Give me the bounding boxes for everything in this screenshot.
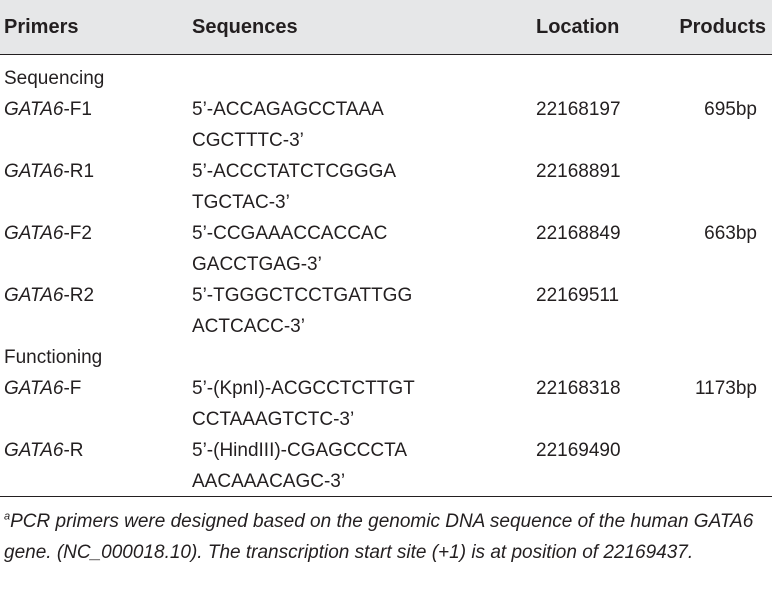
primer-location: 22169490 bbox=[536, 440, 621, 461]
primer-name: GATA6-F2 bbox=[4, 218, 92, 249]
header-divider bbox=[0, 54, 772, 55]
primer-name: GATA6-F1 bbox=[4, 94, 92, 125]
sequence-line-2: CCTAAAGTCTC-3’ bbox=[192, 409, 355, 430]
primer-name: GATA6-R bbox=[4, 435, 84, 466]
primer-sequence: 5’-ACCCTATCTCGGGA TGCTAC-3’ bbox=[192, 156, 396, 218]
gene-name: GATA6 bbox=[4, 223, 64, 244]
sequence-line-1: 5’-ACCAGAGCCTAAA bbox=[192, 99, 384, 120]
primer-sequence: 5’-CCGAAACCACCAC GACCTGAG-3’ bbox=[192, 218, 387, 280]
primer-name: GATA6-R2 bbox=[4, 280, 94, 311]
primer-suffix: -F2 bbox=[63, 223, 92, 244]
sequence-line-2: AACAAACAGC-3’ bbox=[192, 471, 346, 492]
table-header: Primers Sequences Location Products bbox=[0, 0, 772, 54]
product-size: 695bp bbox=[704, 99, 757, 120]
primer-suffix: -R2 bbox=[63, 285, 95, 306]
header-products: Products bbox=[679, 16, 766, 38]
sequence-line-2: ACTCACC-3’ bbox=[192, 316, 305, 337]
table-row: GATA6-F2 5’-CCGAAACCACCAC GACCTGAG-3’ 22168… bbox=[0, 218, 772, 280]
sequence-line-1: 5’-(HindIII)-CGAGCCCTA bbox=[192, 440, 407, 461]
primer-location: 22168318 bbox=[536, 378, 621, 399]
gene-name: GATA6 bbox=[4, 99, 64, 120]
primer-name: GATA6-F bbox=[4, 373, 81, 404]
gene-name: GATA6 bbox=[4, 378, 64, 399]
section-title-text: Functioning bbox=[4, 347, 103, 368]
primer-suffix: -F1 bbox=[63, 99, 92, 120]
primer-sequence: 5’-(HindIII)-CGAGCCCTA AACAAACAGC-3’ bbox=[192, 435, 407, 497]
sequence-line-1: 5’-(KpnI)-ACGCCTCTTGT bbox=[192, 378, 415, 399]
bottom-divider bbox=[0, 496, 772, 497]
table-row: GATA6-R2 5’-TGGGCTCCTGATTGG ACTCACC-3’ 2216… bbox=[0, 280, 772, 342]
header-primers: Primers bbox=[4, 16, 79, 38]
table-footnote: aPCR primers were designed based on the … bbox=[4, 506, 764, 568]
primer-location: 22169511 bbox=[536, 285, 620, 306]
table-row: GATA6-F1 5’-ACCAGAGCCTAAA CGCTTTC-3’ 221681… bbox=[0, 94, 772, 156]
section-title-text: Sequencing bbox=[4, 68, 105, 89]
sequence-line-2: CGCTTTC-3’ bbox=[192, 130, 304, 151]
table-row: GATA6-R 5’-(HindIII)-CGAGCCCTA AACAAACAGC-… bbox=[0, 435, 772, 497]
sequence-line-2: TGCTAC-3’ bbox=[192, 192, 290, 213]
header-sequences: Sequences bbox=[192, 16, 298, 38]
gene-name: GATA6 bbox=[4, 285, 64, 306]
sequence-line-2: GACCTGAG-3’ bbox=[192, 254, 322, 275]
gene-name: GATA6 bbox=[4, 161, 64, 182]
primer-sequence: 5’-ACCAGAGCCTAAA CGCTTTC-3’ bbox=[192, 94, 384, 156]
primer-name: GATA6-R1 bbox=[4, 156, 94, 187]
primer-suffix: -R bbox=[63, 440, 84, 461]
gene-name: GATA6 bbox=[4, 440, 64, 461]
product-size: 663bp bbox=[704, 223, 757, 244]
sequence-line-1: 5’-CCGAAACCACCAC bbox=[192, 223, 388, 244]
footnote-text: PCR primers were designed based on the g… bbox=[4, 511, 754, 563]
primer-sequence: 5’-TGGGCTCCTGATTGG ACTCACC-3’ bbox=[192, 280, 412, 342]
table-row: GATA6-R1 5’-ACCCTATCTCGGGA TGCTAC-3’ 221688… bbox=[0, 156, 772, 218]
footnote-marker: a bbox=[4, 510, 11, 523]
primer-suffix: -R1 bbox=[63, 161, 95, 182]
product-size: 1173bp bbox=[695, 378, 757, 399]
primer-suffix: -F bbox=[63, 378, 82, 399]
sequence-line-1: 5’-TGGGCTCCTGATTGG bbox=[192, 285, 413, 306]
primer-location: 22168197 bbox=[536, 99, 621, 120]
sequence-line-1: 5’-ACCCTATCTCGGGA bbox=[192, 161, 397, 182]
header-location: Location bbox=[536, 16, 620, 38]
primer-sequence: 5’-(KpnI)-ACGCCTCTTGT CCTAAAGTCTC-3’ bbox=[192, 373, 415, 435]
primer-location: 22168849 bbox=[536, 223, 621, 244]
table-row: GATA6-F 5’-(KpnI)-ACGCCTCTTGT CCTAAAGTCTC-… bbox=[0, 373, 772, 435]
primer-location: 22168891 bbox=[536, 161, 621, 182]
